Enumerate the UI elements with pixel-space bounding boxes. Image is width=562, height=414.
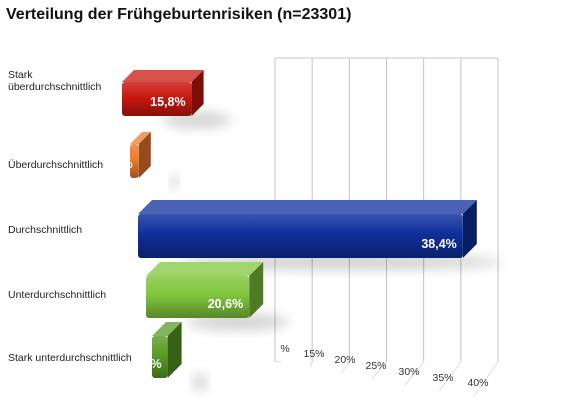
bar-side bbox=[191, 70, 204, 116]
x-tick-label: 15% bbox=[303, 348, 324, 360]
category-label: Überdurchschnittlich bbox=[8, 159, 103, 171]
bar bbox=[152, 336, 168, 378]
floor-gridline bbox=[309, 361, 313, 368]
data-label: 20,6% bbox=[208, 297, 243, 311]
bars bbox=[122, 70, 477, 378]
category-label-line: Stark unterdurchschnittlich bbox=[8, 352, 132, 364]
x-tick-label: 40% bbox=[467, 377, 488, 389]
floor-gridline bbox=[340, 361, 350, 374]
data-label: 11,4% bbox=[98, 157, 133, 171]
x-tick-label: 30% bbox=[398, 366, 419, 378]
bar-top bbox=[146, 262, 264, 276]
bar-side bbox=[167, 322, 182, 378]
bar bbox=[138, 214, 463, 258]
bar-top bbox=[152, 322, 182, 336]
category-label-line: Durchschnittlich bbox=[8, 224, 82, 236]
category-label-line: Überdurchschnittlich bbox=[8, 159, 103, 171]
bar-top bbox=[130, 132, 151, 144]
category-label-line: Unterdurchschnittlich bbox=[8, 289, 106, 301]
chart-title: Verteilung der Frühgeburtenrisiken (n=23… bbox=[6, 6, 352, 23]
x-tick-label: 25% bbox=[365, 360, 386, 372]
floor-gridline bbox=[438, 361, 462, 392]
labels: 15,8% Stark überdurchschnittlich 11,4%Überd… bbox=[8, 69, 457, 371]
x-tick-label: % bbox=[280, 343, 289, 355]
bar-side bbox=[462, 200, 477, 258]
category-label-line: überdurchschnittlich bbox=[8, 81, 102, 93]
bar-top bbox=[138, 200, 477, 214]
category-label-line: Stark bbox=[8, 69, 33, 81]
bar bbox=[122, 82, 192, 116]
bar-shadow bbox=[192, 374, 208, 390]
floor-gridline bbox=[371, 361, 387, 380]
bar-side bbox=[138, 132, 151, 178]
bar-shadow bbox=[170, 174, 179, 190]
bar-side bbox=[249, 262, 264, 318]
category-label: Unterdurchschnittlich bbox=[8, 289, 106, 301]
category-label: Stark unterdurchschnittlich bbox=[8, 352, 132, 364]
bar bbox=[146, 276, 250, 318]
floor-gridline bbox=[404, 361, 425, 386]
bar-top bbox=[122, 70, 204, 82]
data-label: 15,8% bbox=[150, 95, 185, 109]
bar bbox=[130, 144, 139, 178]
data-label: 38,4% bbox=[421, 237, 456, 251]
category-label: Durchschnittlich bbox=[8, 224, 82, 236]
gridlines: % 15% 20% 25% 30% 35% 40% bbox=[274, 57, 499, 397]
floor-gridline bbox=[473, 361, 499, 397]
category-label: Stark überdurchschnittlich bbox=[8, 69, 102, 93]
x-tick-label: 20% bbox=[334, 354, 355, 366]
x-tick-label: 35% bbox=[432, 372, 453, 384]
data-label: 13,8% bbox=[126, 357, 161, 371]
